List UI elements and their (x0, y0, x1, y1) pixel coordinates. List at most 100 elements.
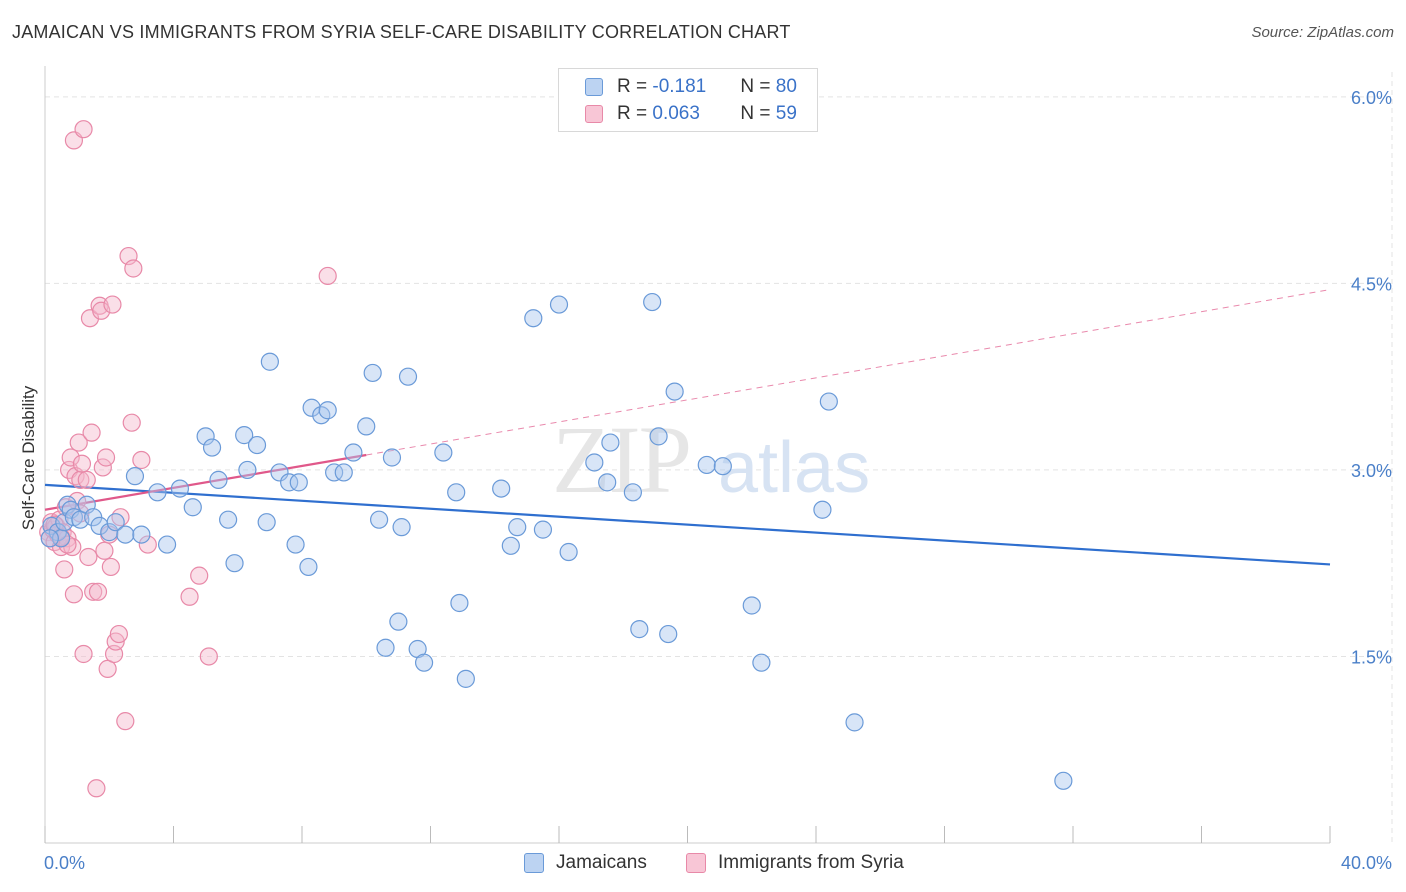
syria-point (96, 448, 116, 467)
source-label: Source: ZipAtlas.com (1251, 24, 1394, 41)
jamaican-point (398, 367, 418, 386)
y-axis-label: Self-Care Disability (19, 385, 38, 530)
jamaican-point (382, 448, 402, 467)
trend-lines (44, 289, 1331, 566)
jamaican-point (450, 593, 469, 613)
jamaican-point (697, 455, 716, 475)
jamaican-point (598, 473, 617, 492)
jamaican-point (157, 535, 177, 554)
syria-point (109, 624, 128, 644)
jamaican-point (116, 525, 135, 544)
legend-label-jamaicans: Jamaicans (556, 852, 647, 873)
syria-trend-line (44, 453, 367, 511)
jamaicans-points (40, 292, 1073, 790)
jamaican-point (447, 483, 466, 502)
jamaican-point (357, 417, 376, 436)
syria-point (61, 448, 80, 467)
jamaican-point (202, 438, 222, 457)
correlation-legend: R = -0.181 N = 80 R = 0.063 N = 59 (558, 68, 818, 132)
jamaican-point (209, 470, 228, 489)
syria-point (93, 458, 112, 477)
syria-point (77, 470, 96, 489)
jamaican-point (456, 669, 475, 688)
legend-n-value: 80 (775, 76, 797, 97)
jamaican-point (392, 518, 411, 537)
legend-r-label: R = (617, 103, 653, 124)
jamaican-point (289, 473, 308, 492)
syria-point (82, 423, 101, 442)
syria-point (199, 647, 218, 666)
jamaican-point (363, 363, 382, 383)
series-legend: Jamaicans Immigrants from Syria (0, 852, 1406, 878)
jamaican-point (286, 535, 305, 554)
jamaican-point (325, 463, 344, 482)
watermark-atlas: atlas (718, 428, 870, 508)
jamaican-point (845, 713, 864, 732)
syria-point (116, 712, 135, 731)
tick-labels: 1.5% 3.0% 4.5% 6.0% 0.0% 40.0% (44, 88, 1392, 873)
jamaican-point (270, 463, 289, 482)
syria-point (132, 450, 151, 470)
syria-point (74, 120, 93, 139)
syria-trend-extension (366, 289, 1331, 456)
jamaican-point (559, 542, 578, 562)
jamaican-point (742, 596, 761, 615)
y-tick-label: 3.0% (1351, 461, 1392, 481)
jamaican-point (389, 612, 408, 631)
syria-point (318, 266, 337, 286)
jamaican-point (643, 292, 662, 312)
syria-point (103, 295, 122, 314)
jamaican-point (125, 467, 145, 486)
y-tick-label: 6.0% (1351, 88, 1392, 108)
jamaican-point (260, 352, 279, 371)
jamaican-point (148, 483, 167, 502)
jamaican-point (630, 620, 649, 639)
jamaican-point (524, 309, 543, 328)
syria-point (88, 582, 108, 601)
jamaican-point (170, 479, 190, 498)
jamaicans-trend-line (44, 483, 1331, 566)
syria-point (55, 560, 74, 579)
jamaican-point (585, 453, 604, 472)
legend-item-syria: Immigrants from Syria (686, 852, 904, 874)
syria-points (39, 120, 337, 798)
syria-point (122, 413, 141, 432)
jamaican-point (549, 295, 569, 314)
jamaican-point (344, 443, 363, 462)
syria-point (87, 779, 106, 798)
legend-n-value: 59 (775, 103, 797, 124)
legend-swatch-pink (585, 105, 603, 123)
jamaican-point (196, 427, 215, 446)
legend-n-label: N = (740, 103, 776, 124)
watermark: ZIP atlas (552, 406, 870, 513)
syria-point (79, 547, 98, 567)
jamaican-point (649, 427, 668, 446)
jamaican-point (376, 638, 395, 657)
legend-r-value: 0.063 (652, 103, 700, 124)
legend-row-jamaicans: R = -0.181 N = 80 (585, 75, 797, 99)
legend-swatch-blue (585, 78, 603, 96)
syria-point (64, 585, 84, 604)
legend-n-label: N = (740, 76, 776, 97)
jamaican-point (665, 382, 684, 401)
legend-swatch-syria (686, 853, 706, 873)
watermark-zip: ZIP (552, 406, 690, 513)
syria-point (95, 541, 114, 560)
gridlines (45, 72, 1393, 843)
jamaican-point (132, 525, 151, 544)
jamaican-point (40, 529, 59, 548)
jamaican-point (501, 536, 520, 555)
syria-point (124, 259, 143, 278)
syria-point (71, 470, 90, 489)
syria-point (74, 644, 93, 664)
legend-r-value: -0.181 (652, 76, 707, 97)
jamaican-point (819, 392, 838, 411)
jamaican-point (623, 483, 642, 502)
jamaican-point (219, 510, 238, 529)
syria-point (101, 557, 120, 577)
y-tick-label: 1.5% (1351, 647, 1392, 667)
jamaican-point (318, 401, 337, 420)
jamaican-point (659, 624, 678, 644)
syria-point (92, 301, 111, 320)
